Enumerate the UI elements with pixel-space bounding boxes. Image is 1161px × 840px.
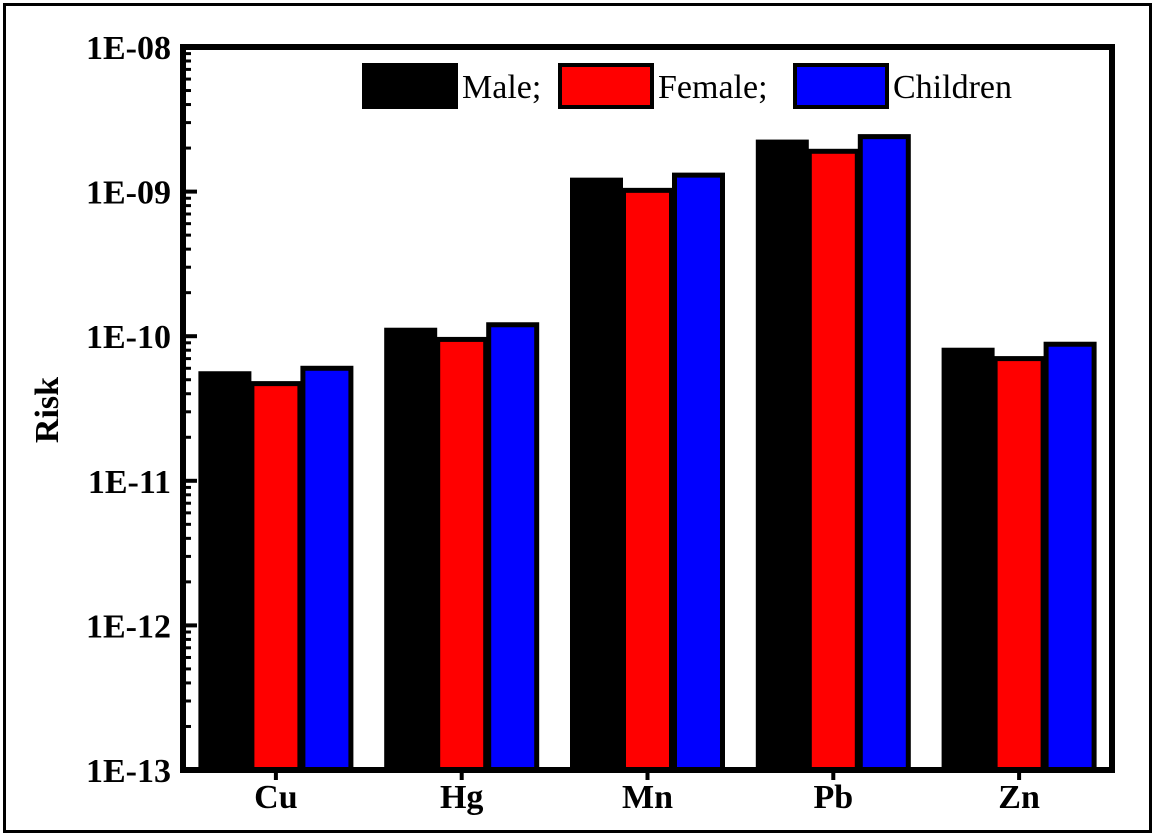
bar-cu-female <box>249 381 303 773</box>
y-axis-title: Risk <box>29 377 66 443</box>
bar-hg-male <box>384 327 438 773</box>
bar-hg-children <box>486 322 540 773</box>
legend-swatch-female <box>558 63 654 109</box>
y-tick-label: 1E-10 <box>86 319 171 356</box>
x-tick-label-hg: Hg <box>440 779 483 816</box>
legend-swatch-children <box>793 63 889 109</box>
bar-mn-female <box>621 187 674 773</box>
legend-label-children: Children <box>893 69 1012 106</box>
bar-pb-female <box>806 148 860 773</box>
legend: Male; Female; Children <box>362 63 1012 109</box>
axes-layer: Cu Hg Mn Pb Zn 1E-08 1E-09 1E-10 1E-11 1E-12 1E-13 <box>86 30 1115 816</box>
y-tick-label: 1E-13 <box>86 753 171 790</box>
bar-zn-male <box>941 347 995 773</box>
x-tick-label-pb: Pb <box>813 779 853 816</box>
bars-layer <box>198 134 1097 773</box>
y-tick-label: 1E-12 <box>86 608 171 645</box>
bar-cu-male <box>198 371 252 773</box>
y-tick-label: 1E-11 <box>88 464 171 501</box>
y-tick-label: 1E-09 <box>86 175 171 212</box>
bar-hg-female <box>435 336 489 773</box>
bar-pb-male <box>755 139 809 773</box>
bar-zn-female <box>992 356 1046 773</box>
bar-mn-male <box>570 177 623 773</box>
legend-label-male: Male; <box>462 69 541 106</box>
bar-mn-children <box>672 172 725 773</box>
bar-cu-children <box>300 365 354 773</box>
x-tick-label-zn: Zn <box>998 779 1040 816</box>
bar-pb-children <box>857 134 911 773</box>
y-tick-label: 1E-08 <box>86 30 171 67</box>
plot-area-frame <box>180 44 1115 773</box>
x-tick-label-cu: Cu <box>254 779 297 816</box>
bar-zn-children <box>1043 341 1097 773</box>
x-tick-label-mn: Mn <box>622 779 673 816</box>
legend-label-female: Female; <box>658 69 768 106</box>
legend-swatch-male <box>362 63 458 109</box>
